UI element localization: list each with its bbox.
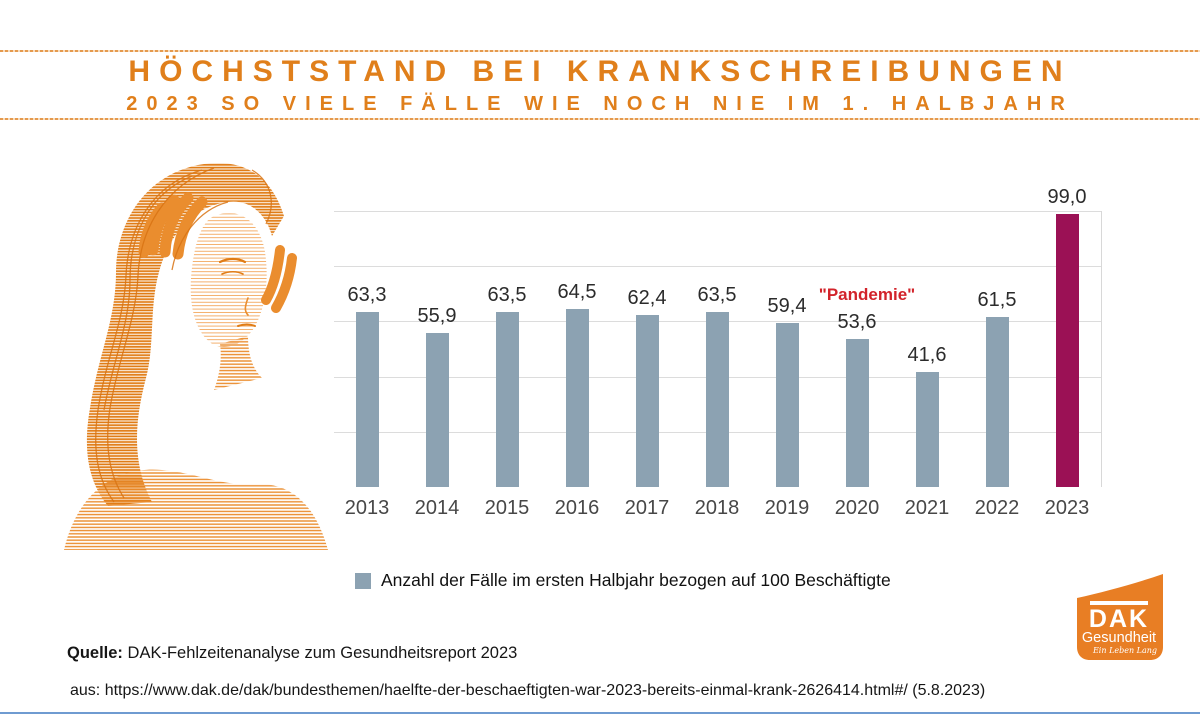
year-label-2015: 2015: [484, 497, 530, 519]
bar-2016: [565, 308, 589, 487]
dak-logo-svg: DAK Gesundheit Ein Leben Lang: [1077, 574, 1163, 660]
year-label-2018: 2018: [694, 497, 740, 519]
bar-2020: [845, 339, 869, 487]
legend-swatch: [355, 572, 371, 589]
page-subtitle: 2023 SO VIELE FÄLLE WIE NOCH NIE IM 1. H…: [126, 93, 1074, 115]
dak-logo-brand: DAK: [1089, 605, 1149, 633]
page-title: HÖCHSTSTAND BEI KRANKSCHREIBUNGEN: [128, 55, 1072, 88]
source-line: Quelle: DAK-Fehlzeitenanalyse zum Gesund…: [67, 644, 517, 663]
bar-2023: [1055, 213, 1079, 487]
year-label-2014: 2014: [414, 497, 460, 519]
header-rule-top: [0, 50, 1200, 52]
source-text: DAK-Fehlzeitenanalyse zum Gesundheitsrep…: [122, 644, 518, 662]
reference-url: aus: https://www.dak.de/dak/bundesthemen…: [70, 682, 986, 699]
left-hand-shape: [261, 245, 297, 313]
gridline-80: [334, 266, 1102, 268]
annotation-pandemie: "Pandemie": [818, 285, 916, 305]
gridline-100: [334, 211, 1102, 212]
bar-2019: [775, 323, 799, 487]
legend-label: Anzahl der Fälle im ersten Halbjahr bezo…: [381, 570, 891, 590]
bottom-rule: [0, 712, 1200, 714]
hair-strands: [95, 167, 272, 503]
bar-chart: 63,3 2013 55,9 2014 63,5 2015 64,5 2016 62,4 2017…: [334, 186, 1102, 531]
dak-logo-subbrand: Gesundheit: [1082, 630, 1156, 646]
woman-headache-svg: [64, 162, 328, 550]
bar-2013: [355, 312, 379, 487]
bar-2015: [495, 311, 519, 487]
value-label-2017: 62,4: [627, 286, 667, 309]
bar-2017: [635, 314, 659, 487]
dak-logo-tagline: Ein Leben Lang: [1092, 646, 1157, 655]
year-label-2022: 2022: [974, 497, 1020, 519]
hair-shape: [86, 162, 285, 506]
dak-logo: DAK Gesundheit Ein Leben Lang: [1070, 571, 1170, 666]
value-label-2018: 63,5: [697, 283, 737, 306]
header-rule-bottom: [0, 118, 1200, 120]
neck-shape: [214, 336, 262, 390]
value-label-2019: 59,4: [767, 295, 807, 318]
chart-legend: Anzahl der Fälle im ersten Halbjahr bezo…: [355, 570, 891, 591]
bar-2021: [915, 372, 939, 487]
value-label-2016: 64,5: [557, 280, 597, 303]
bar-2014: [425, 332, 449, 487]
year-label-2013: 2013: [344, 497, 390, 519]
value-label-2022: 61,5: [977, 289, 1017, 312]
year-label-2021: 2021: [904, 497, 950, 519]
year-label-2020: 2020: [834, 497, 880, 519]
year-label-2017: 2017: [624, 497, 670, 519]
value-label-2023: 99,0: [1047, 185, 1087, 208]
year-label-2016: 2016: [554, 497, 600, 519]
year-label-2023: 2023: [1044, 497, 1090, 519]
dak-logo-overline: [1090, 601, 1148, 605]
shoulders-shape: [64, 469, 328, 550]
year-label-2019: 2019: [764, 497, 810, 519]
value-label-2015: 63,5: [487, 283, 527, 306]
woman-headache-illustration: [52, 158, 337, 555]
value-label-2021: 41,6: [907, 344, 947, 367]
right-axis-line: [1101, 211, 1102, 487]
bar-2022: [985, 317, 1009, 487]
value-label-2013: 63,3: [347, 284, 387, 307]
source-label: Quelle:: [67, 644, 123, 662]
value-label-2020: 53,6: [837, 311, 877, 334]
value-label-2014: 55,9: [417, 304, 457, 327]
dak-logo-shape: [1077, 574, 1163, 660]
bar-2018: [705, 311, 729, 487]
